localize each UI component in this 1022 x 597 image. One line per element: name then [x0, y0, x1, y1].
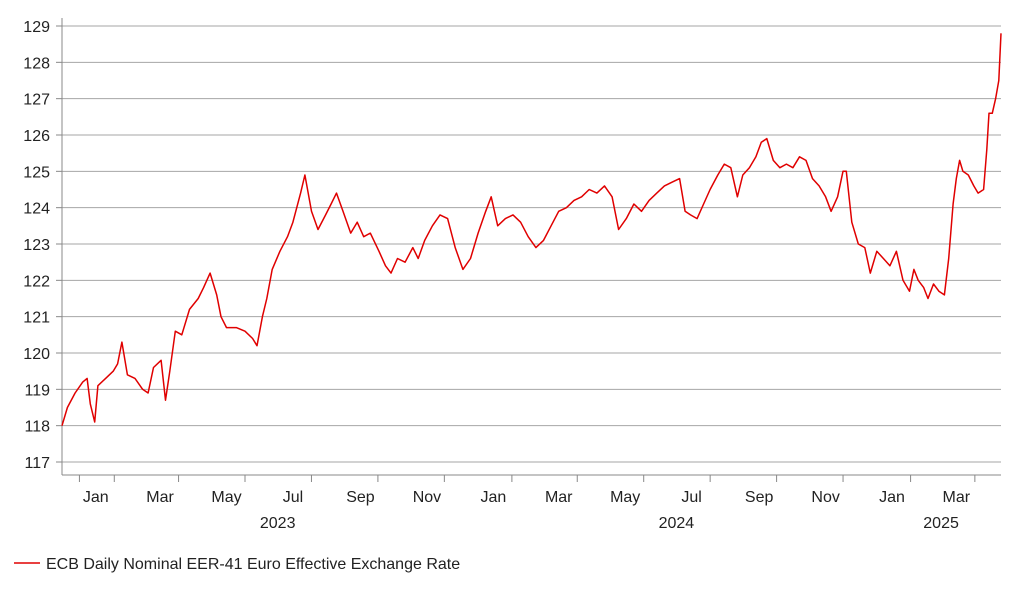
x-year-label-2023: 2023 [260, 515, 296, 532]
x-year-label-2025: 2025 [923, 515, 959, 532]
x-tick-label-jul-2023: Jul [283, 489, 303, 506]
x-tick-label-nov-2024: Nov [811, 489, 839, 506]
legend-label: ECB Daily Nominal EER-41 Euro Effective … [46, 556, 460, 573]
y-tick-label-120: 120 [23, 346, 50, 363]
x-tick-label-jan-2023: Jan [83, 489, 109, 506]
x-tick-label-may-2023: May [211, 489, 241, 506]
series-line-0 [61, 33, 1002, 426]
x-tick-label-sep-2024: Sep [745, 489, 774, 506]
y-tick-label-125: 125 [23, 164, 50, 181]
y-tick-label-119: 119 [24, 382, 50, 399]
y-tick-label-124: 124 [23, 201, 50, 218]
x-tick-label-nov-2023: Nov [413, 489, 441, 506]
x-tick-label-mar-2023: Mar [146, 489, 174, 506]
y-tick-label-123: 123 [23, 237, 50, 254]
x-tick-label-jul-2024: Jul [681, 489, 701, 506]
gridlines [62, 25, 1001, 463]
x-tick-label-sep-2023: Sep [346, 489, 375, 506]
series-group [61, 33, 1002, 426]
y-tick-label-129: 129 [23, 19, 50, 36]
x-tick-label-jan-2025: Jan [879, 489, 905, 506]
legend: ECB Daily Nominal EER-41 Euro Effective … [14, 556, 460, 573]
x-tick-label-jan-2024: Jan [480, 489, 506, 506]
x-tick-label-may-2024: May [610, 489, 640, 506]
y-tick-label-127: 127 [23, 92, 50, 109]
y-axis: 117 118 119 120 121 122 123 124 125 126 127 128 129 [23, 18, 63, 475]
y-tick-label-117: 117 [24, 455, 50, 472]
x-tick-label-mar-2024: Mar [545, 489, 573, 506]
y-tick-label-121: 121 [23, 310, 50, 327]
y-tick-label-128: 128 [23, 55, 50, 72]
y-tick-label-126: 126 [23, 128, 50, 145]
y-tick-label-122: 122 [23, 273, 50, 290]
x-tick-label-mar-2025: Mar [943, 489, 971, 506]
x-axis: Jan Mar May Jul Sep Nov Jan Mar May Jul Sep Nov Jan M… [62, 474, 1001, 532]
y-tick-label-118: 118 [24, 419, 50, 436]
x-year-label-2024: 2024 [659, 515, 695, 532]
